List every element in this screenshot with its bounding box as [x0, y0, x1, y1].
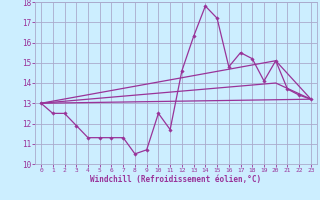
X-axis label: Windchill (Refroidissement éolien,°C): Windchill (Refroidissement éolien,°C): [91, 175, 261, 184]
